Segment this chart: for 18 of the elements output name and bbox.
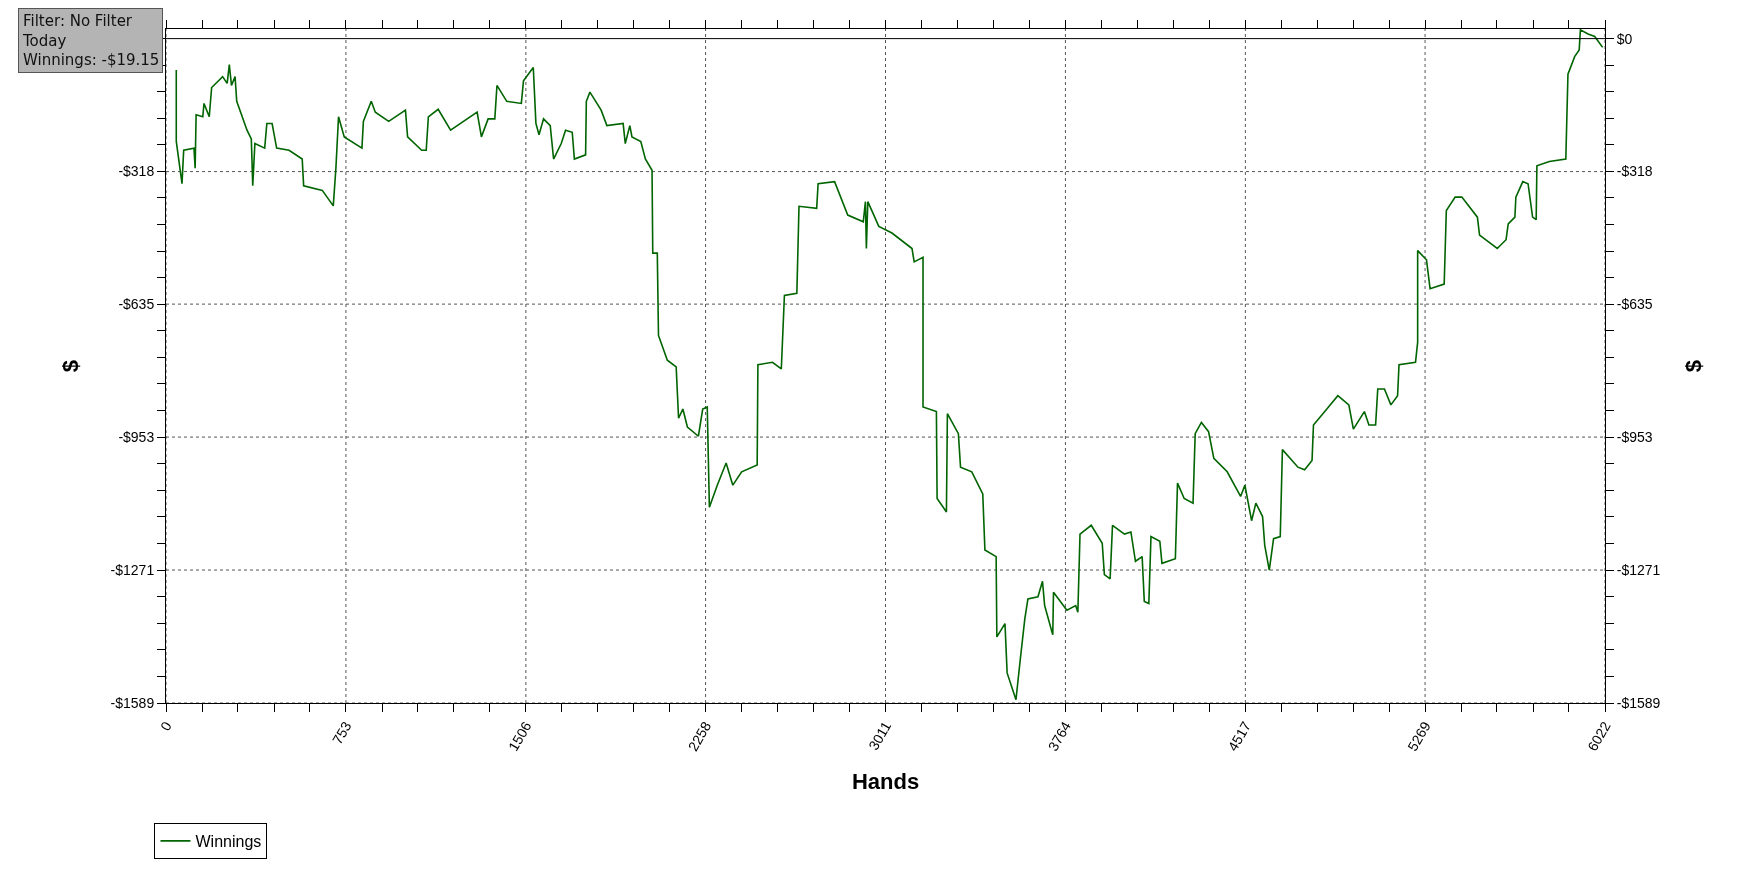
x-tick-label: 753 [329, 718, 355, 748]
x-tick-label: 0 [156, 718, 175, 734]
y-axis-title: $ [58, 359, 84, 373]
x-axis-title: Hands [851, 768, 920, 794]
text: Filter: No Filter Today Winnings: -$19.15 [22, 12, 160, 69]
y2-tick-label: -$1589 [1616, 694, 1661, 711]
y-tick-label: -$1589 [110, 694, 155, 711]
y2-tick-label: -$953 [1616, 428, 1653, 445]
y2-tick-label: -$635 [1616, 296, 1653, 313]
y2-tick-label: -$1271 [1616, 561, 1661, 578]
y-tick-label: -$953 [118, 428, 155, 445]
y2-axis-title: $ [1680, 359, 1706, 373]
y-tick-label: -$635 [118, 296, 155, 313]
y2-tick-label: -$318 [1616, 163, 1653, 180]
legend-label: Winnings [195, 833, 262, 851]
y2-tick-label: $0 [1616, 30, 1633, 47]
y-tick-label: -$1271 [110, 561, 155, 578]
y-tick-label: -$318 [118, 163, 155, 180]
